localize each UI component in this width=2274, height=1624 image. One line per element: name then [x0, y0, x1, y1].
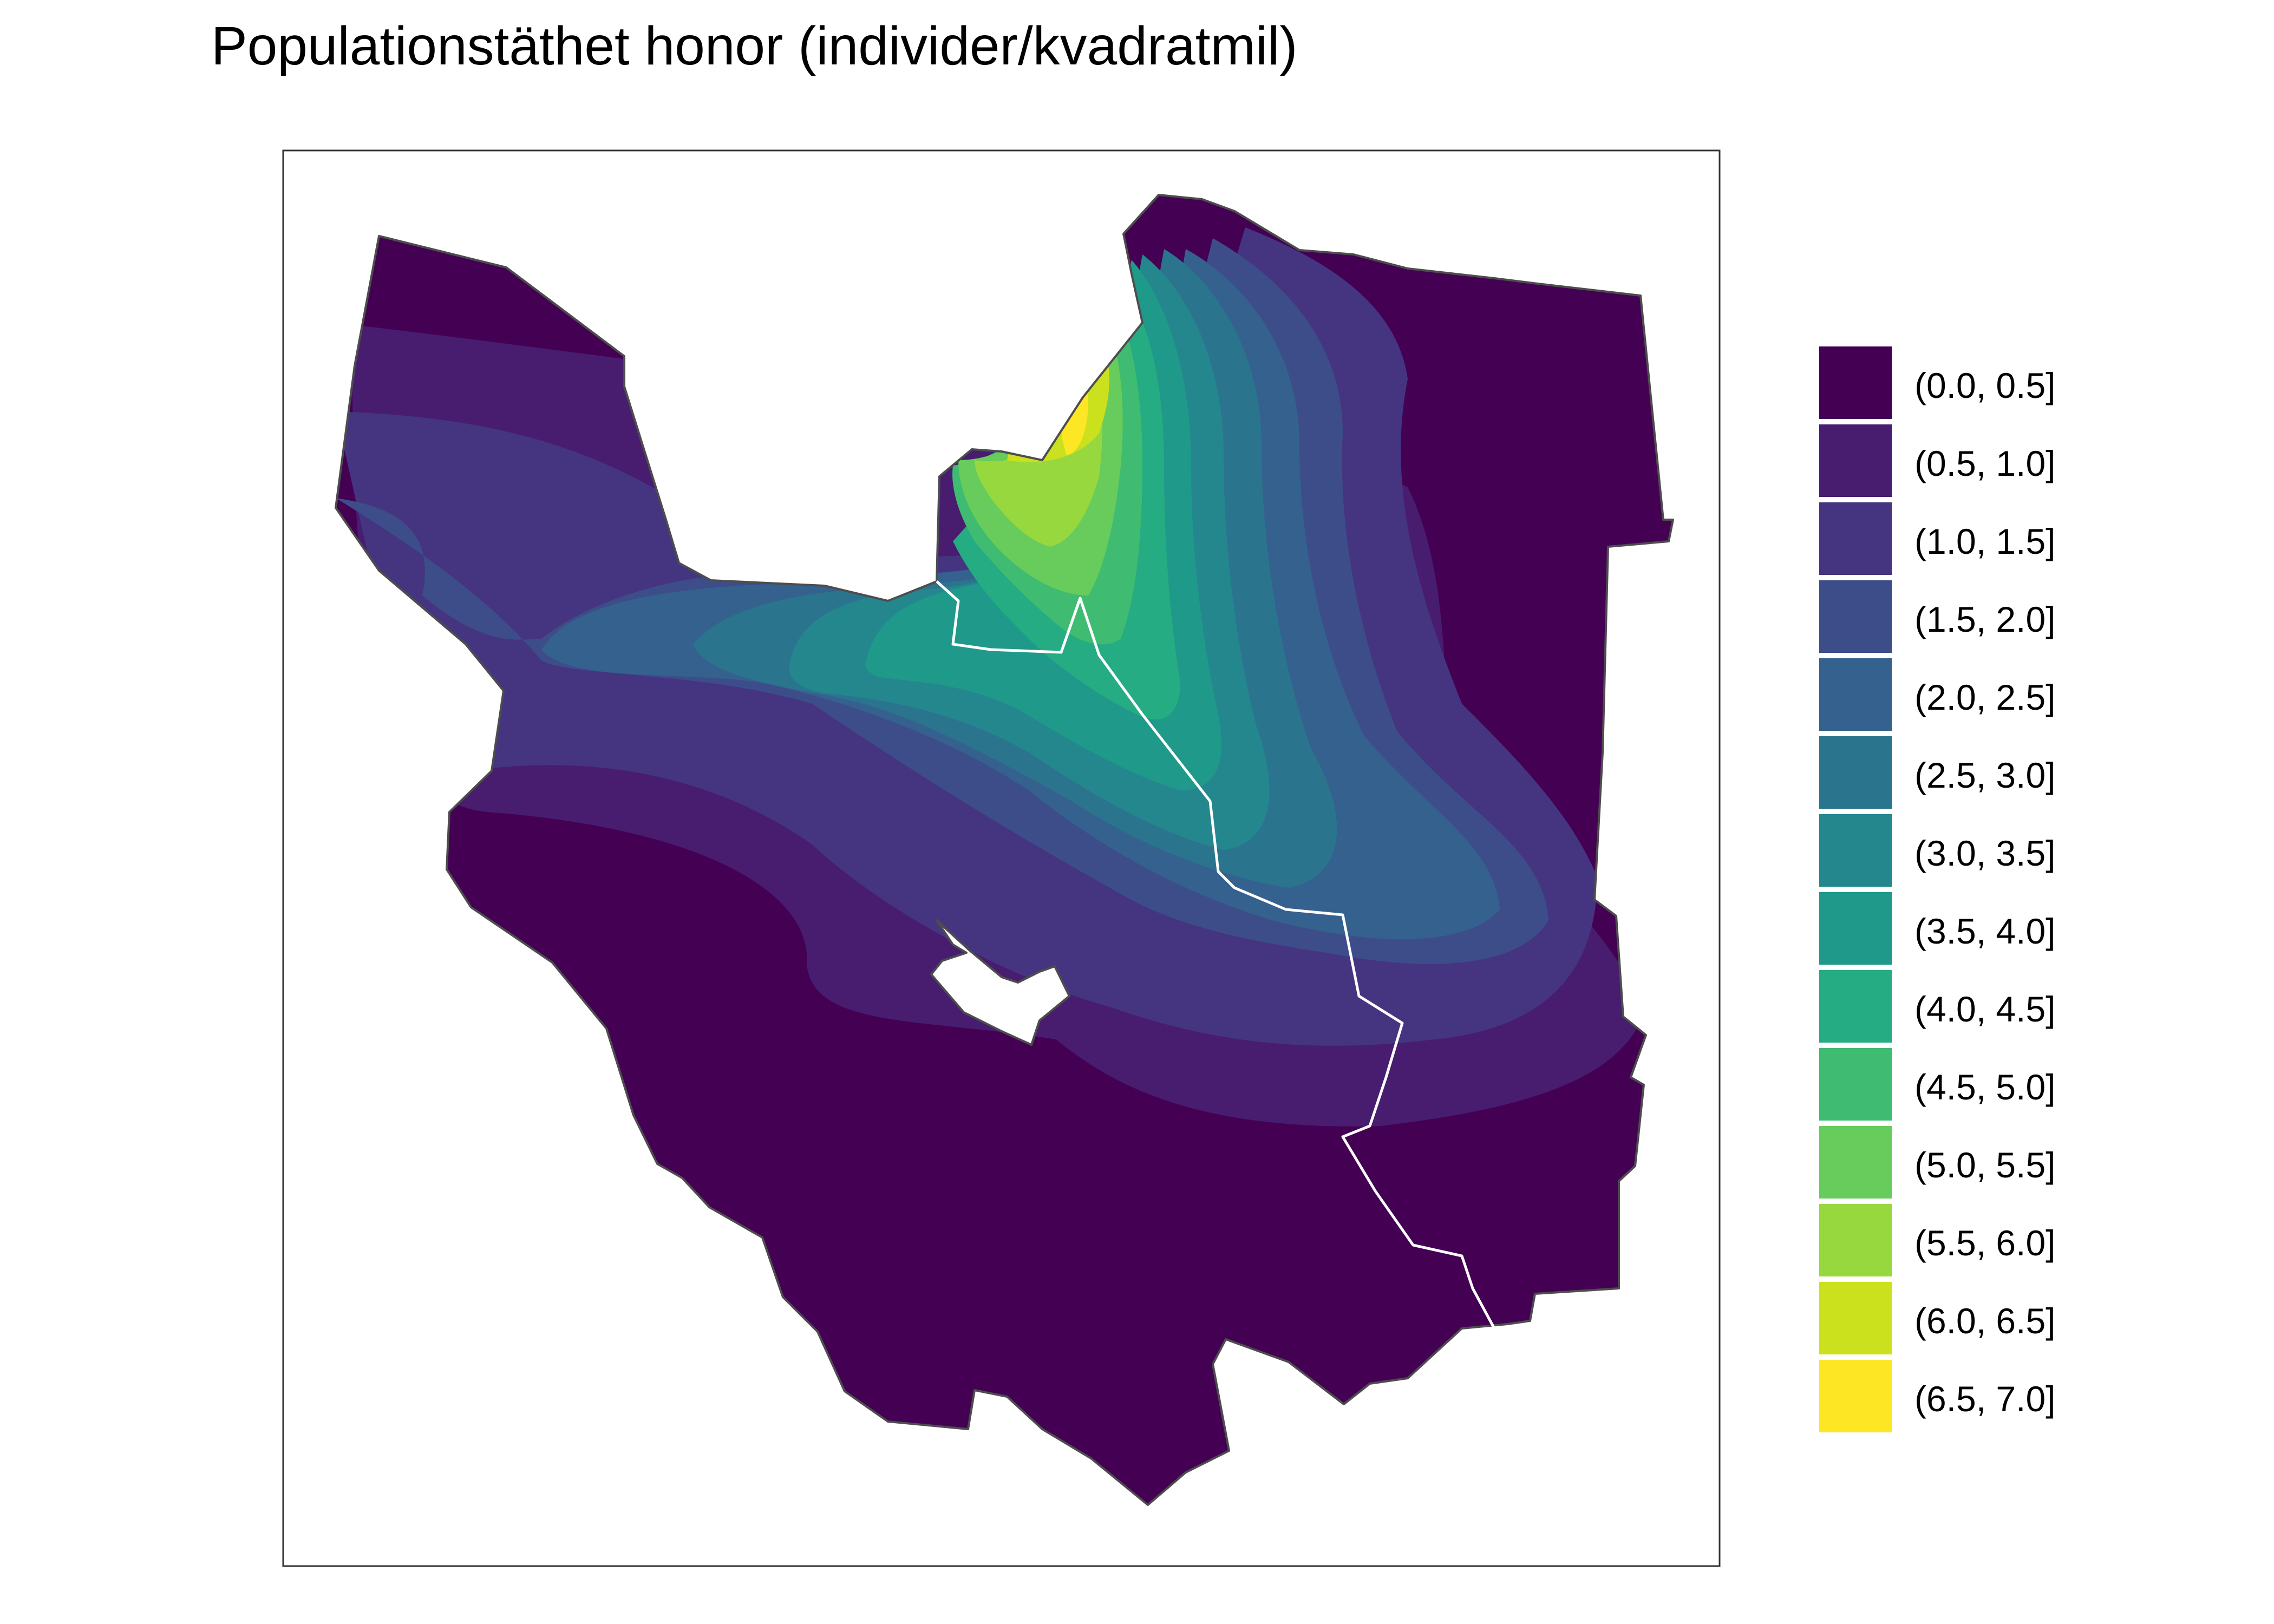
legend-label: (4.0, 4.5]: [1914, 989, 2056, 1029]
legend-swatch: [1819, 1126, 1892, 1199]
legend-swatch: [1819, 502, 1892, 575]
internal-border: [936, 580, 1496, 1330]
legend-swatch: [1819, 658, 1892, 731]
map-panel-border: [282, 149, 1721, 1567]
legend-label: (5.0, 5.5]: [1914, 1145, 2056, 1185]
legend-label: (6.5, 7.0]: [1914, 1379, 2056, 1419]
legend-label: (3.5, 4.0]: [1914, 911, 2056, 951]
legend-label: (0.5, 1.0]: [1914, 443, 2056, 483]
legend-label: (1.0, 1.5]: [1914, 521, 2056, 561]
legend-swatch: [1819, 1204, 1892, 1276]
legend-swatch: [1819, 736, 1892, 809]
legend-label: (1.5, 2.0]: [1914, 599, 2056, 639]
region-outline: [335, 194, 1674, 1506]
legend-swatch: [1819, 814, 1892, 887]
legend-label: (3.0, 3.5]: [1914, 833, 2056, 873]
legend-swatch: [1819, 346, 1892, 419]
legend-swatch: [1819, 424, 1892, 497]
legend-swatch: [1819, 580, 1892, 653]
legend-swatch: [1819, 1360, 1892, 1432]
legend-swatch: [1819, 892, 1892, 965]
legend-swatch: [1819, 1282, 1892, 1354]
map-title: Populationstäthet honor (individer/kvadr…: [211, 16, 1298, 76]
legend-label: (0.0, 0.5]: [1914, 365, 2056, 405]
density-surface: [336, 195, 1673, 1505]
legend-label: (2.0, 2.5]: [1914, 677, 2056, 717]
legend-label: (4.5, 5.0]: [1914, 1067, 2056, 1107]
legend-label: (6.0, 6.5]: [1914, 1301, 2056, 1341]
lake-hole: [930, 919, 1070, 1046]
legend-swatch: [1819, 1048, 1892, 1121]
legend-label: (2.5, 3.0]: [1914, 755, 2056, 795]
legend-swatch: [1819, 970, 1892, 1043]
legend-label: (5.5, 6.0]: [1914, 1223, 2056, 1263]
